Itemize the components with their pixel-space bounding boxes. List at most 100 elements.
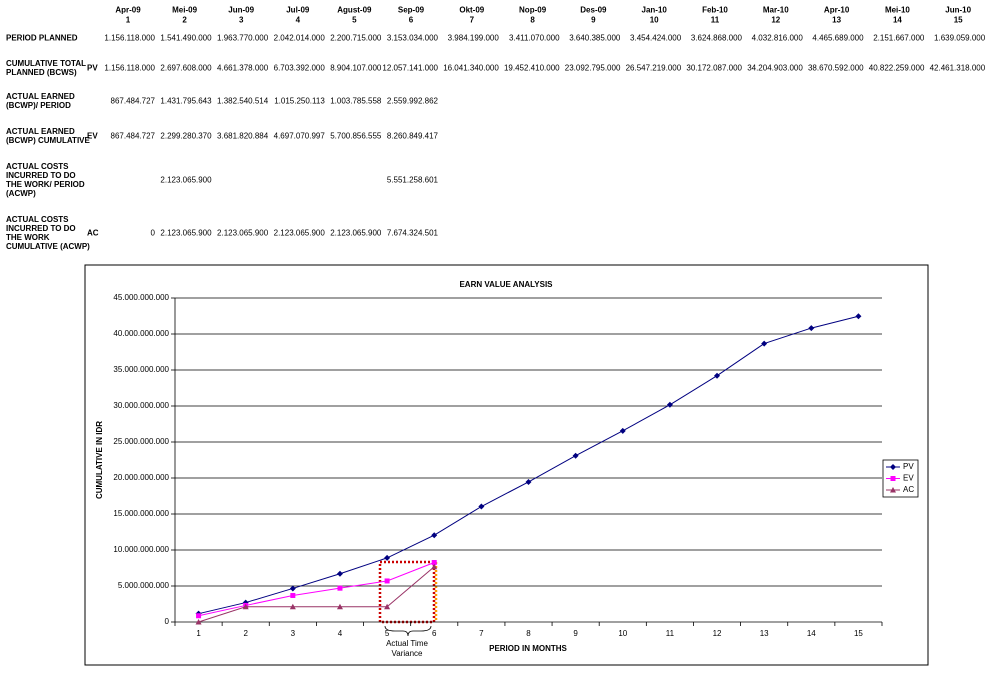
y-axis-label: CUMULATIVE IN IDR [95, 421, 104, 499]
month-header: Okt-09 [459, 5, 485, 15]
y-tick-label: 35.000.000.000 [113, 365, 169, 374]
table-cell: 30.172.087.000 [686, 63, 742, 73]
marker [289, 603, 296, 610]
table-cell: 867.484.727 [110, 131, 156, 141]
marker [336, 570, 343, 577]
table-cell: 2.299.280.370 [160, 131, 212, 141]
x-tick-label: 13 [760, 629, 769, 638]
x-tick-label: 4 [338, 629, 343, 638]
marker [337, 585, 343, 591]
legend-label: EV [903, 474, 914, 483]
table-cell: 2.123.065.900 [160, 175, 212, 185]
y-tick-label: 15.000.000.000 [113, 509, 169, 518]
period-header: 7 [469, 15, 475, 25]
marker [384, 554, 391, 561]
marker [336, 603, 343, 610]
table-cell: 4.465.689.000 [812, 33, 864, 43]
table-cell: 2.559.992.862 [386, 96, 438, 106]
period-header: 11 [710, 15, 720, 25]
marker [478, 503, 485, 510]
table-cell: 40.822.259.000 [868, 63, 925, 73]
table-cell: 3.624.868.000 [690, 33, 742, 43]
chart-frame [84, 264, 929, 666]
period-header: 3 [238, 15, 244, 25]
table-cell: 3.411.070.000 [509, 33, 560, 43]
marker [525, 478, 532, 485]
marker [384, 603, 391, 610]
series-line [198, 566, 435, 623]
marker [808, 325, 815, 332]
row-label: ACTUAL EARNED (BCWP) CUMULATIVE [6, 127, 90, 145]
marker [431, 563, 438, 570]
table-cell: 2.123.065.900 [217, 228, 269, 238]
x-tick-label: 1 [196, 629, 201, 638]
month-header: Nop-09 [519, 5, 547, 15]
period-header: 14 [892, 15, 902, 25]
table-cell: 2.123.065.900 [273, 228, 325, 238]
marker [289, 585, 296, 592]
period-header: 10 [649, 15, 659, 25]
table-cell: 42.461.318.000 [929, 63, 986, 73]
period-header: 9 [591, 15, 596, 25]
x-tick-label: 12 [713, 629, 722, 638]
month-header: Apr-10 [823, 5, 850, 15]
table-cell: 38.670.592.000 [807, 63, 864, 73]
x-tick-label: 11 [666, 629, 675, 638]
table-cell: 8.260.849.417 [386, 131, 438, 141]
table-cell: 3.153.034.000 [386, 33, 438, 43]
marker [666, 401, 673, 408]
y-tick-label: 45.000.000.000 [113, 293, 169, 302]
y-tick-label: 30.000.000.000 [113, 401, 169, 410]
y-tick-label: 40.000.000.000 [113, 329, 169, 338]
marker [196, 613, 202, 619]
x-tick-label: 6 [432, 629, 437, 638]
x-tick-label: 9 [573, 629, 578, 638]
month-header: Feb-10 [702, 5, 728, 15]
table-cell: 8.904.107.000 [330, 63, 382, 73]
marker [431, 532, 438, 539]
annotation: Actual Time Variance [386, 639, 428, 658]
table-cell: 1.156.118.000 [104, 63, 155, 73]
table-cell: 1.015.250.113 [274, 96, 325, 106]
y-tick-label: 0 [165, 617, 170, 626]
table-cell: 3.454.424.000 [630, 33, 682, 43]
y-tick-label: 10.000.000.000 [113, 545, 169, 554]
month-header: Agust-09 [337, 5, 372, 15]
table-cell: 2.042.014.000 [273, 33, 325, 43]
marker [890, 476, 896, 481]
table-cell: 34.204.903.000 [747, 63, 803, 73]
period-header: 8 [530, 15, 535, 25]
table-cell: 2.697.608.000 [160, 63, 212, 73]
y-tick-label: 20.000.000.000 [113, 473, 169, 482]
variance-brace [384, 625, 432, 637]
marker [572, 452, 579, 459]
x-tick-label: 15 [854, 629, 863, 638]
period-header: 2 [182, 15, 187, 25]
table-cell: 5.700.856.555 [330, 131, 382, 141]
month-header: Mei-09 [172, 5, 198, 15]
table-cell: 4.661.378.000 [217, 63, 269, 73]
period-header: 4 [295, 15, 301, 25]
x-tick-label: 10 [618, 629, 627, 638]
month-header: Jul-09 [286, 5, 310, 15]
table-cell: 4.697.070.997 [273, 131, 325, 141]
marker [855, 313, 862, 320]
table-cell: 7.674.324.501 [386, 228, 438, 238]
table-cell: 867.484.727 [110, 96, 156, 106]
x-tick-label: 3 [291, 629, 296, 638]
table-cell: 6.703.392.000 [273, 63, 325, 73]
legend-label: PV [903, 462, 914, 471]
row-label: PERIOD PLANNED [6, 33, 78, 43]
y-tick-label: 5.000.000.000 [118, 581, 170, 590]
table-cell: 12.057.141.000 [382, 63, 438, 73]
marker [761, 340, 768, 347]
period-header: 13 [832, 15, 842, 25]
marker [890, 487, 896, 493]
table-cell: 1.541.490.000 [160, 33, 212, 43]
table-cell: 1.382.540.514 [217, 96, 269, 106]
row-abbr: AC [87, 228, 99, 238]
table-cell: 2.123.065.900 [330, 228, 382, 238]
period-header: 15 [953, 15, 963, 25]
